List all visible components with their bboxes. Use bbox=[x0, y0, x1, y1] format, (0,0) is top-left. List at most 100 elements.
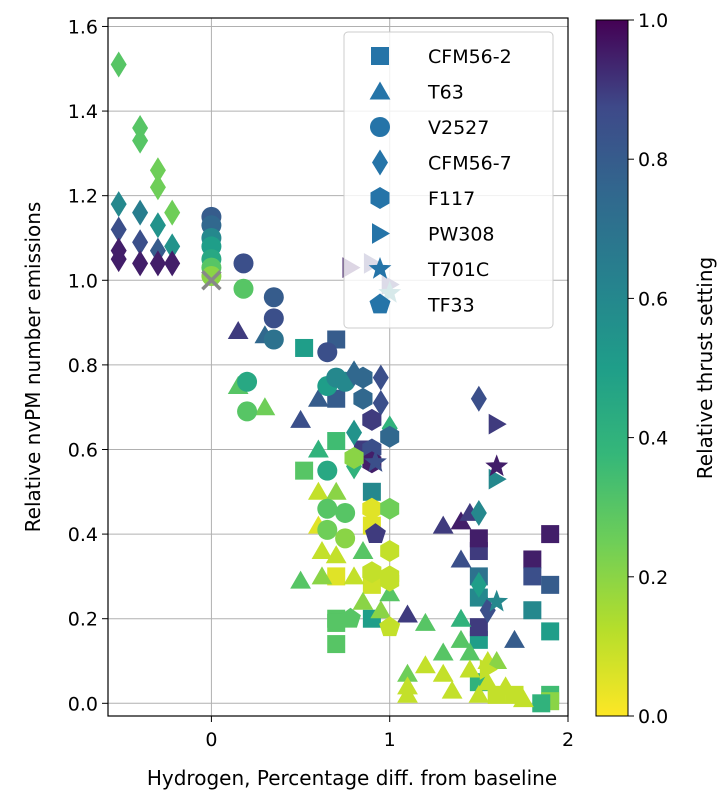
legend-label: PW308 bbox=[428, 224, 495, 246]
legend-label: V2527 bbox=[428, 117, 489, 139]
data-point bbox=[263, 329, 284, 350]
data-point bbox=[343, 566, 365, 585]
data-point bbox=[362, 561, 382, 584]
y-tick-label: 0.0 bbox=[68, 693, 98, 715]
data-point bbox=[311, 541, 333, 559]
data-point bbox=[362, 408, 382, 431]
axis-ticks: 0 1 2 0.0 0.2 0.4 0.6 0.8 1.0 1.2 1.4 1.6 bbox=[68, 16, 574, 751]
data-point bbox=[295, 338, 314, 357]
data-point bbox=[327, 567, 346, 586]
data-point bbox=[327, 635, 346, 654]
data-point bbox=[227, 321, 249, 339]
data-point bbox=[340, 607, 361, 628]
data-point bbox=[327, 432, 346, 451]
data-point bbox=[352, 591, 374, 610]
data-point bbox=[325, 481, 347, 500]
y-tick-label: 0.4 bbox=[68, 524, 98, 546]
data-point bbox=[263, 287, 284, 308]
data-point bbox=[450, 608, 472, 627]
data-point bbox=[164, 199, 181, 226]
data-point bbox=[523, 601, 542, 620]
legend-box bbox=[343, 31, 554, 329]
data-point bbox=[149, 212, 166, 239]
data-point bbox=[523, 567, 542, 586]
data-point bbox=[317, 342, 338, 363]
data-point bbox=[132, 250, 149, 277]
data-point bbox=[486, 651, 508, 669]
data-point bbox=[541, 525, 560, 544]
legend-label: T63 bbox=[427, 82, 464, 104]
data-point bbox=[372, 364, 389, 391]
data-point bbox=[290, 409, 311, 428]
legend-label: T701C bbox=[427, 259, 489, 281]
data-point bbox=[311, 566, 333, 585]
x-tick-label: 0 bbox=[205, 729, 217, 751]
data-point bbox=[495, 676, 516, 695]
data-point bbox=[379, 583, 401, 602]
colorbar-tick-label: 0.8 bbox=[638, 149, 668, 171]
data-point bbox=[201, 266, 222, 287]
data-point bbox=[346, 419, 363, 446]
y-tick-label: 1.4 bbox=[68, 101, 98, 123]
data-point bbox=[397, 663, 418, 682]
data-point bbox=[477, 672, 499, 691]
data-point bbox=[344, 447, 364, 469]
data-point bbox=[470, 499, 487, 526]
data-point bbox=[290, 570, 311, 589]
legend: CFM56-2 T63 V2527 CFM56-7 F117 PW308 T701C TF33 bbox=[343, 31, 554, 329]
data-point bbox=[450, 629, 472, 648]
colorbar-tick-label: 0.0 bbox=[638, 706, 668, 728]
data-point bbox=[513, 689, 534, 708]
data-point bbox=[254, 397, 276, 416]
data-point bbox=[372, 389, 389, 416]
data-point bbox=[504, 629, 525, 648]
data-point bbox=[149, 174, 166, 201]
data-point bbox=[317, 460, 338, 481]
data-point bbox=[132, 229, 149, 256]
data-point bbox=[370, 600, 392, 619]
data-point bbox=[469, 529, 488, 548]
data-point bbox=[308, 388, 329, 407]
legend-label: TF33 bbox=[427, 295, 475, 317]
y-axis-title: Relative nvPM number emissions bbox=[21, 202, 45, 533]
data-points bbox=[110, 51, 560, 713]
colorbar-tick-label: 0.2 bbox=[638, 567, 668, 589]
data-point bbox=[479, 597, 496, 624]
data-point bbox=[164, 233, 181, 260]
series-t701c bbox=[364, 281, 509, 612]
data-point bbox=[488, 413, 507, 435]
data-point bbox=[485, 454, 509, 477]
data-point bbox=[110, 246, 127, 273]
y-tick-label: 0.8 bbox=[68, 355, 98, 377]
data-point bbox=[353, 366, 373, 389]
y-tick-label: 0.6 bbox=[68, 439, 98, 461]
legend-marker bbox=[369, 81, 391, 100]
data-point bbox=[110, 191, 127, 218]
colorbar-ticks: 0.0 0.2 0.4 0.6 0.8 1.0 bbox=[628, 10, 668, 728]
legend-marker bbox=[368, 257, 392, 279]
legend-marker bbox=[370, 117, 390, 137]
data-point bbox=[362, 497, 382, 520]
colorbar-tick-label: 0.6 bbox=[638, 288, 668, 310]
data-point bbox=[541, 575, 560, 594]
data-point bbox=[335, 528, 356, 549]
data-point bbox=[365, 523, 386, 543]
data-point bbox=[432, 663, 454, 682]
data-point bbox=[415, 655, 436, 674]
data-point bbox=[532, 694, 551, 713]
data-point bbox=[263, 308, 284, 329]
data-point bbox=[397, 604, 418, 623]
data-point bbox=[327, 613, 346, 632]
baseline-marker-stroke bbox=[201, 270, 222, 291]
data-point bbox=[479, 659, 498, 680]
baseline-marker bbox=[201, 270, 222, 291]
legend-marker bbox=[371, 47, 389, 65]
colorbar-tick-label: 1.0 bbox=[638, 10, 668, 32]
data-point bbox=[469, 618, 488, 637]
data-point bbox=[415, 612, 436, 631]
y-tick-label: 1.6 bbox=[68, 16, 98, 38]
data-point bbox=[470, 385, 487, 412]
data-point bbox=[308, 481, 329, 500]
series-v2527 bbox=[201, 206, 356, 549]
